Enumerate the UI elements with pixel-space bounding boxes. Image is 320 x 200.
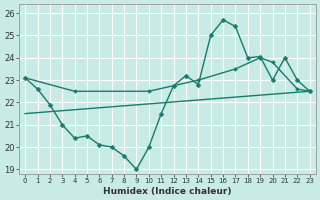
X-axis label: Humidex (Indice chaleur): Humidex (Indice chaleur) xyxy=(103,187,232,196)
